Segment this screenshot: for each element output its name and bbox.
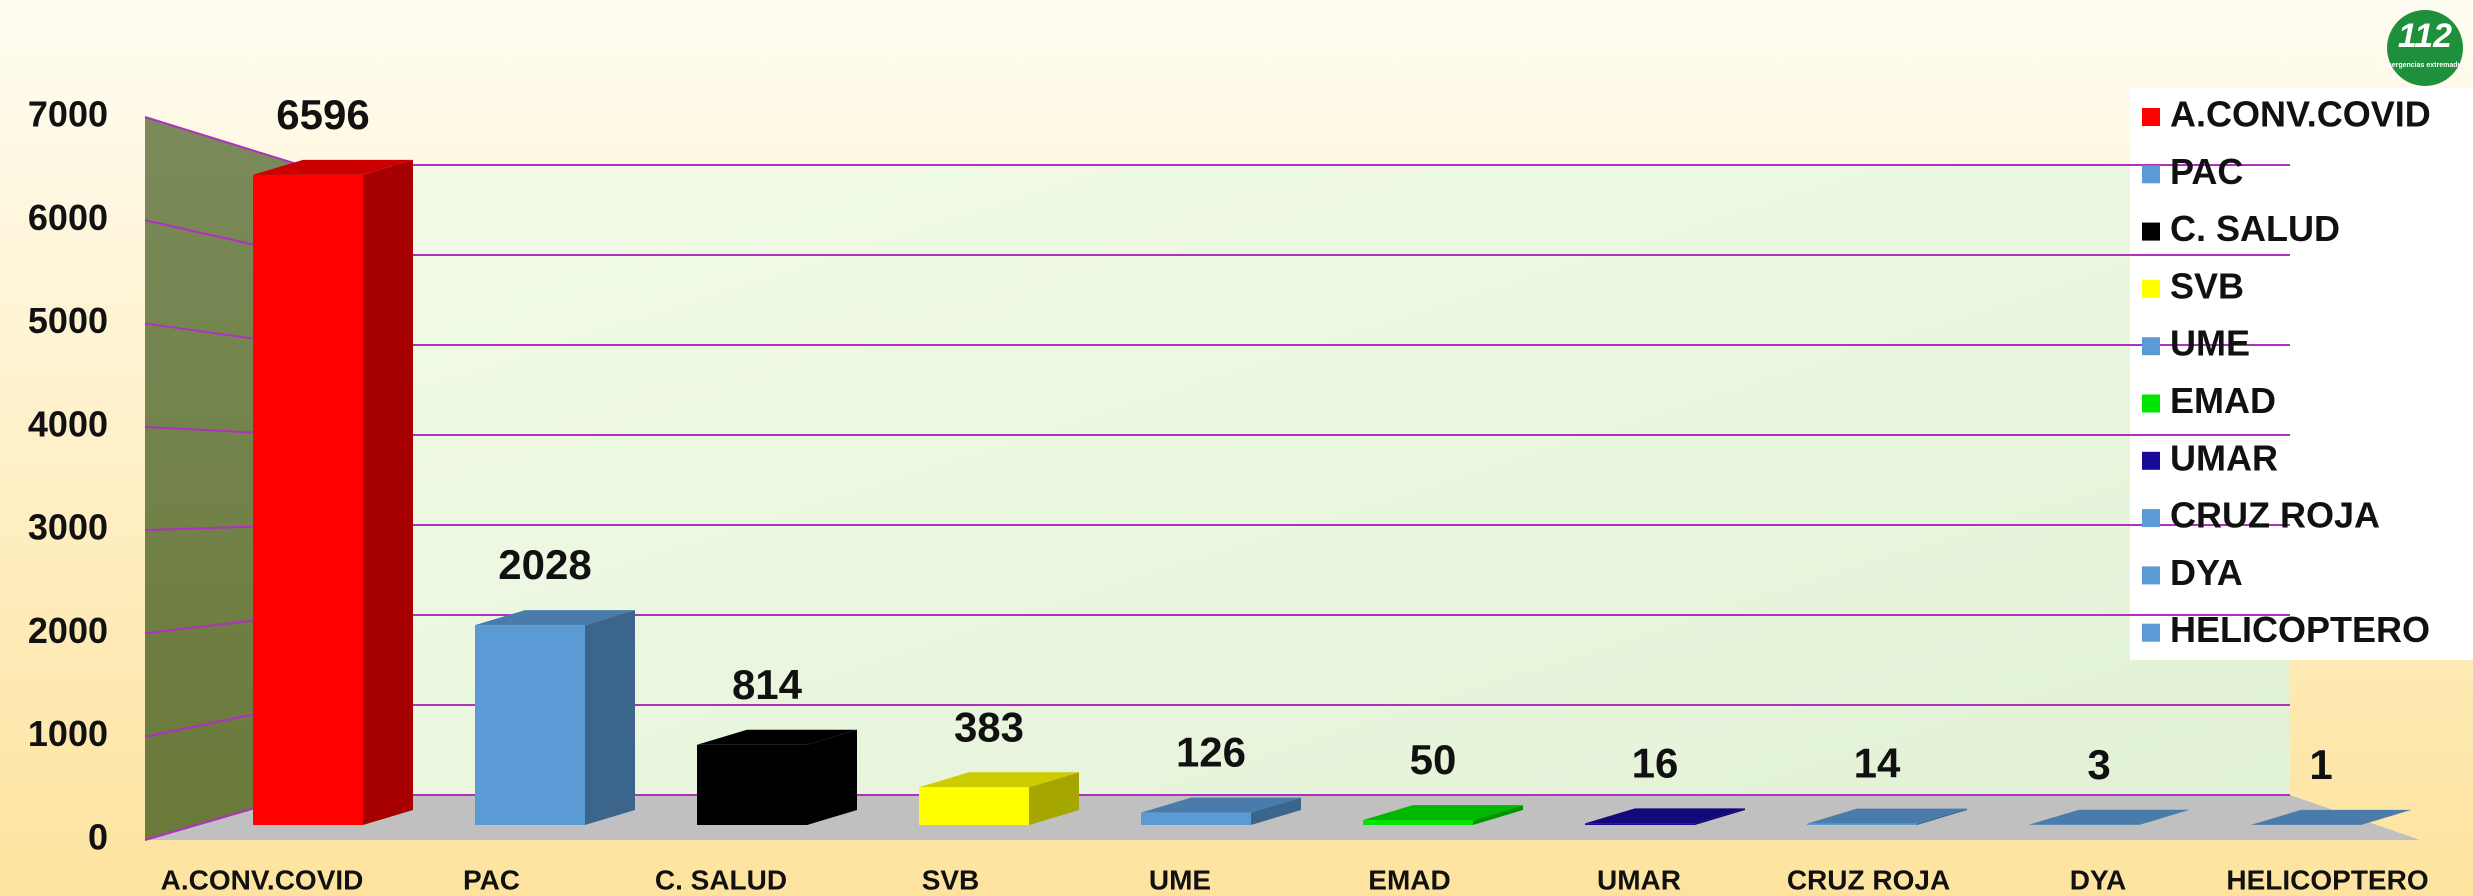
y-tick-label: 7000 bbox=[28, 94, 108, 135]
bar-side bbox=[1029, 772, 1079, 825]
legend-label: C. SALUD bbox=[2170, 208, 2340, 249]
value-label: 16 bbox=[1632, 740, 1679, 787]
logo bbox=[2387, 10, 2463, 86]
y-tick-label: 6000 bbox=[28, 197, 108, 238]
y-tick-label: 2000 bbox=[28, 610, 108, 651]
legend-swatch bbox=[2142, 566, 2160, 585]
tick-line bbox=[144, 116, 301, 166]
bar-side bbox=[2361, 809, 2411, 825]
bar-side bbox=[1917, 808, 1967, 825]
bar-top bbox=[1585, 808, 1745, 824]
bar-side bbox=[807, 729, 857, 825]
value-label: 14 bbox=[1854, 740, 1901, 787]
x-tick-label: PAC bbox=[463, 864, 520, 895]
legend-label: SVB bbox=[2170, 265, 2244, 306]
legend-label: A.CONV.COVID bbox=[2170, 94, 2431, 135]
legend-label: PAC bbox=[2170, 151, 2243, 192]
bar-top bbox=[919, 772, 1079, 788]
legend-swatch bbox=[2142, 222, 2160, 241]
legend-swatch bbox=[2142, 279, 2160, 298]
bar-top bbox=[1141, 797, 1301, 813]
bar-side bbox=[2139, 809, 2189, 825]
bar bbox=[1363, 820, 1473, 825]
value-label: 1 bbox=[2309, 741, 2332, 788]
legend-swatch bbox=[2142, 165, 2160, 184]
y-tick-label: 3000 bbox=[28, 507, 108, 548]
bar-top bbox=[475, 610, 635, 626]
y-tick-label: 0 bbox=[88, 817, 108, 858]
bar-side bbox=[1251, 797, 1301, 825]
bar-side bbox=[363, 159, 413, 825]
value-label: 50 bbox=[1410, 736, 1457, 783]
bar-side bbox=[585, 610, 635, 825]
value-label: 814 bbox=[732, 661, 803, 708]
legend-label: HELICOPTERO bbox=[2170, 609, 2430, 650]
x-tick-label: EMAD bbox=[1368, 864, 1450, 895]
y-tick-label: 5000 bbox=[28, 300, 108, 341]
bar bbox=[697, 744, 807, 825]
value-label: 2028 bbox=[498, 541, 591, 588]
x-tick-label: DYA bbox=[2070, 864, 2127, 895]
bar-top bbox=[253, 159, 413, 175]
legend-label: DYA bbox=[2170, 552, 2243, 593]
bar-top bbox=[1363, 805, 1523, 821]
bar-top bbox=[2251, 809, 2411, 825]
bar-side bbox=[1473, 805, 1523, 825]
bar bbox=[919, 787, 1029, 825]
x-tick-label: A.CONV.COVID bbox=[161, 864, 364, 895]
bar bbox=[1141, 812, 1251, 825]
legend-label: CRUZ ROJA bbox=[2170, 495, 2380, 536]
legend bbox=[2130, 88, 2473, 660]
bar bbox=[475, 625, 585, 825]
legend-swatch bbox=[2142, 509, 2160, 528]
legend-swatch bbox=[2142, 451, 2160, 470]
bar bbox=[1807, 823, 1917, 825]
legend-label: EMAD bbox=[2170, 380, 2276, 421]
value-label: 383 bbox=[954, 703, 1024, 750]
x-tick-label: SVB bbox=[922, 864, 980, 895]
value-label: 126 bbox=[1176, 729, 1246, 776]
legend-swatch bbox=[2142, 337, 2160, 356]
x-tick-label: UME bbox=[1149, 864, 1211, 895]
bar-top bbox=[697, 729, 857, 745]
bar-top bbox=[2029, 809, 2189, 825]
legend-label: UMAR bbox=[2170, 437, 2278, 478]
bar bbox=[253, 174, 363, 825]
legend-label: UME bbox=[2170, 323, 2250, 364]
value-label: 6596 bbox=[276, 91, 369, 138]
x-tick-label: C. SALUD bbox=[655, 864, 787, 895]
bar-top bbox=[1807, 808, 1967, 824]
x-tick-label: UMAR bbox=[1597, 864, 1681, 895]
bar-side bbox=[1695, 808, 1745, 825]
bar bbox=[1585, 823, 1695, 825]
logo-text: emergencias extremadura bbox=[2382, 62, 2469, 69]
logo-number: 112 bbox=[2398, 17, 2452, 55]
legend-swatch bbox=[2142, 623, 2160, 642]
legend-swatch bbox=[2142, 108, 2160, 126]
y-tick-label: 4000 bbox=[28, 403, 108, 444]
x-tick-label: HELICOPTERO bbox=[2226, 864, 2428, 895]
legend-swatch bbox=[2142, 394, 2160, 413]
value-label: 3 bbox=[2087, 741, 2110, 788]
x-tick-label: CRUZ ROJA bbox=[1787, 864, 1950, 895]
y-tick-label: 1000 bbox=[28, 713, 108, 754]
